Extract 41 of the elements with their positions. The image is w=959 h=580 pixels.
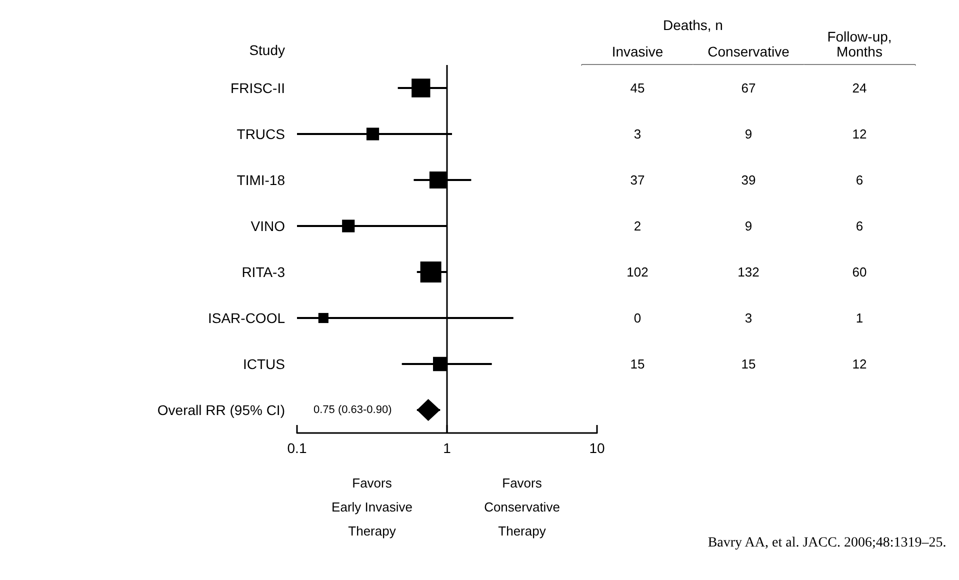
x-tick-label: 0.1 [287,440,307,456]
y-tick-label: ISAR-COOL [208,310,286,326]
data-label: 0 [634,310,642,326]
data-label: 3 [634,126,642,142]
y-tick-label: Overall RR (95% CI) [157,402,285,418]
y-tick-label: VINO [250,218,286,234]
data-label: 15 [741,356,756,372]
data-label: 3 [744,310,752,326]
data-label: 60 [852,264,867,280]
data-label: 0.75 (0.63-0.90) [313,404,392,416]
y-tick-label: FRISC-II [230,80,285,96]
data-label: 12 [852,356,867,372]
data-label: 24 [852,80,867,96]
data-label: 6 [856,218,864,234]
data-label: 15 [630,356,645,372]
x-tick-label: Follow-up, Months [827,28,892,60]
data-label: 1 [856,310,864,326]
y-axis-title: Study [249,42,285,58]
x-tick-label: Conservative [708,44,790,60]
data-label: 102 [626,264,648,280]
chart-title: Deaths, n [663,17,723,33]
text: Favors Early Invasive Therapy [332,476,412,538]
data-label: 2 [634,218,642,234]
data-label: 9 [744,218,752,234]
x-tick-label: 10 [589,440,605,456]
y-tick-label: TRUCS [236,126,285,142]
data-label: 37 [630,172,645,188]
data-label: 45 [630,80,645,96]
x-tick-label: Invasive [612,44,664,60]
data-label: 12 [852,126,867,142]
y-tick-label: TIMI-18 [236,172,286,188]
x-tick-label: 1 [443,440,452,456]
text: Bavry AA, et al. JACC. 2006;48:1319–25. [708,536,946,550]
text: Favors Conservative Therapy [484,476,560,538]
data-label: 9 [744,126,752,142]
data-label: 67 [741,80,756,96]
data-label: 6 [856,172,864,188]
data-label: 132 [738,264,760,280]
data-label: 39 [741,172,756,188]
y-tick-label: RITA-3 [242,264,286,280]
y-tick-label: ICTUS [243,356,285,372]
